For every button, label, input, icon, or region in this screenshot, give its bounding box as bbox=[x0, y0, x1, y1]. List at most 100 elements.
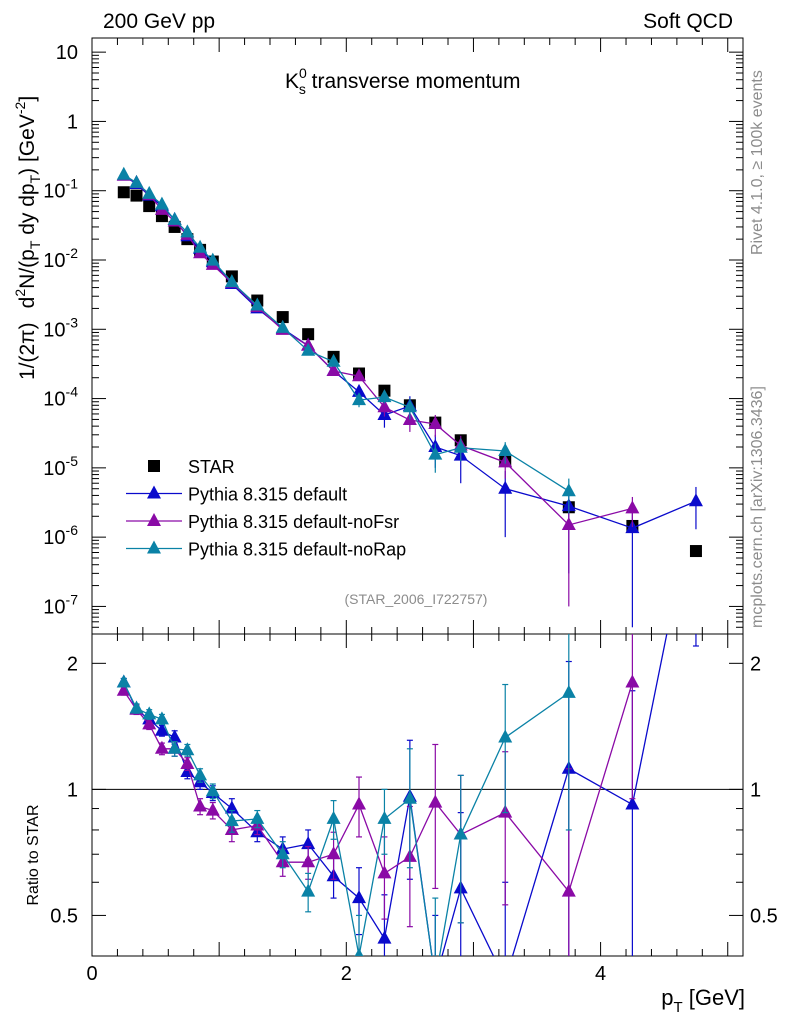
star-point bbox=[143, 200, 156, 213]
noFsr-ratio-point bbox=[428, 794, 443, 808]
noRap-line bbox=[123, 174, 570, 492]
title-base: K bbox=[285, 70, 299, 93]
noFsr-ratio-point bbox=[180, 755, 195, 769]
noRap-ratio-point bbox=[224, 813, 239, 827]
noFsr-point bbox=[561, 516, 576, 530]
noRap-point bbox=[193, 239, 208, 253]
ylabel-prefix: 1/(2π) bbox=[16, 322, 39, 380]
star-point bbox=[276, 311, 289, 324]
noFsr-ratio-point bbox=[377, 865, 392, 879]
ratio-y-tick-label: 0.5 bbox=[50, 905, 78, 927]
ratio-frame bbox=[91, 633, 744, 957]
star-point bbox=[302, 328, 315, 341]
noRap-point bbox=[377, 389, 392, 403]
y-tick-base: 10 bbox=[43, 527, 65, 549]
noFsr-point bbox=[326, 362, 341, 376]
x-tick-label: 0 bbox=[86, 963, 97, 985]
noRap-point bbox=[250, 297, 265, 311]
y-tick-exponent: -3 bbox=[66, 314, 79, 330]
noFsr-point bbox=[352, 368, 367, 382]
noFsr-ratio-point bbox=[625, 674, 640, 688]
legend-marker-star bbox=[148, 460, 160, 472]
ylabel-close: ] bbox=[16, 96, 39, 102]
ratio-plot-area bbox=[116, 634, 699, 956]
xlabel-sub: T bbox=[673, 999, 682, 1016]
noRap-point bbox=[224, 274, 239, 288]
legend-label-noRap: Pythia 8.315 default-noRap bbox=[188, 540, 406, 560]
main-y-label: 1/(2π)d2N/(pT dy dpT) [GeV-2] bbox=[12, 96, 43, 380]
noFsr-point bbox=[377, 399, 392, 413]
ratio-y-label: Ratio to STAR bbox=[25, 804, 42, 905]
y-tick-base: 10 bbox=[43, 250, 65, 272]
ratio-y-tick-label-right: 0.5 bbox=[750, 905, 778, 927]
plot-title: K0 s transverse momentum bbox=[285, 65, 521, 97]
mcplots-label: mcplots.cern.ch [arXiv:1306.3436] bbox=[749, 386, 766, 628]
legend-label-star: STAR bbox=[188, 457, 235, 477]
y-tick-label: 10-6 bbox=[43, 522, 78, 549]
default-point bbox=[352, 383, 367, 397]
y-tick-base: 10 bbox=[43, 458, 65, 480]
noRap-ratio-point bbox=[326, 810, 341, 824]
noFsr-ratio-point bbox=[326, 846, 341, 860]
legend: STAR Pythia 8.315 default Pythia 8.315 def… bbox=[126, 457, 406, 560]
star-point bbox=[689, 545, 702, 558]
noRap-point bbox=[205, 252, 220, 266]
noFsr-ratio-point bbox=[154, 740, 169, 754]
y-tick-exponent: -6 bbox=[66, 522, 79, 538]
noRap-point bbox=[154, 196, 169, 210]
y-tick-label: 10-5 bbox=[43, 453, 78, 480]
title-rest: transverse momentum bbox=[306, 70, 521, 93]
y-tick-base: 10 bbox=[43, 596, 65, 618]
main-plot-area bbox=[116, 166, 703, 628]
legend-label-default: Pythia 8.315 default bbox=[188, 485, 347, 505]
noFsr-point bbox=[625, 500, 640, 514]
noRap-ratio-point bbox=[129, 700, 144, 714]
ylabel-mid: N/(p bbox=[16, 249, 39, 289]
y-tick-base: 1 bbox=[67, 111, 78, 133]
noRap-ratio-point bbox=[377, 810, 392, 824]
noRap-ratio-point bbox=[561, 684, 576, 698]
header-left: 200 GeV pp bbox=[103, 10, 215, 33]
noRap-ratio-point bbox=[116, 674, 131, 688]
noRap-ratio-point bbox=[453, 826, 468, 840]
noRap-ratio-point bbox=[142, 706, 157, 720]
noRap-point bbox=[498, 443, 513, 457]
y-tick-label: 10-1 bbox=[43, 176, 78, 203]
noRap-point bbox=[142, 185, 157, 199]
default-ratio-point bbox=[625, 796, 640, 810]
ratio-panel: 0 2 4 0.5 0.5 1 1 2 2 bbox=[50, 633, 778, 985]
noFsr-ratio-point bbox=[205, 802, 220, 816]
legend-label-noFsr: Pythia 8.315 default-noFsr bbox=[188, 512, 399, 532]
default-point bbox=[688, 493, 703, 507]
noFsr-ratio-point bbox=[116, 682, 131, 696]
rivet-label: Rivet 4.1.0, ≥ 100k events bbox=[749, 70, 766, 255]
noRap-ratio-point bbox=[402, 790, 417, 804]
ylabel-sup2: 2 bbox=[12, 289, 28, 297]
noRap-ratio-point bbox=[498, 729, 513, 743]
y-tick-base: 10 bbox=[43, 319, 65, 341]
ratio-y-tick-label: 1 bbox=[67, 779, 78, 801]
star-point bbox=[130, 189, 143, 202]
noRap-point bbox=[561, 483, 576, 497]
default-ratio-point bbox=[154, 722, 169, 736]
noRap-ratio-point bbox=[301, 883, 316, 897]
ratio-y-tick-label-right: 1 bbox=[750, 779, 761, 801]
ylabel-mid2: dy dp bbox=[16, 183, 39, 240]
y-tick-base: 10 bbox=[56, 42, 78, 64]
ratio-y-tick-label-right: 2 bbox=[750, 653, 761, 675]
legend-marker-noRap bbox=[147, 540, 161, 554]
noRap-ratio-point bbox=[275, 846, 290, 860]
title-sub: s bbox=[299, 81, 306, 97]
noRap-ratio-point bbox=[354, 948, 364, 956]
x-tick-label: 4 bbox=[595, 963, 606, 985]
star-point bbox=[117, 186, 130, 199]
noRap-point bbox=[129, 174, 144, 188]
noRap-point bbox=[453, 439, 468, 453]
y-tick-exponent: -1 bbox=[66, 176, 79, 192]
noRap-point bbox=[116, 166, 131, 180]
y-tick-label: 10-3 bbox=[43, 314, 78, 341]
noFsr-ratio-point bbox=[561, 883, 576, 897]
watermark: (STAR_2006_I722757) bbox=[345, 591, 488, 607]
